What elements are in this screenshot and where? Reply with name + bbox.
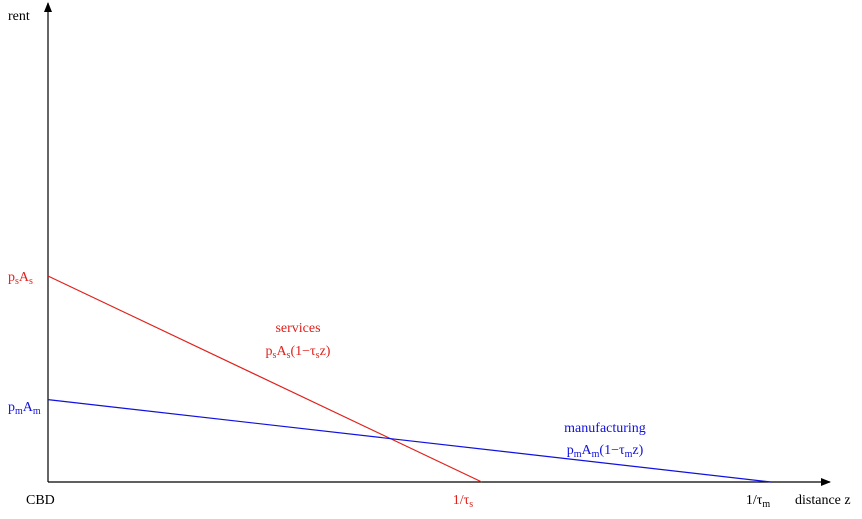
series-formula-manufacturing: pmAm(1−τmz): [567, 443, 644, 460]
zero-label-manufacturing: 1/τm: [746, 493, 771, 510]
y-axis-label: rent: [8, 9, 30, 24]
zero-label-services: 1/τs: [453, 493, 474, 510]
series-layer: services psAs(1−τsz) psAs 1/τs manufacturing…: [8, 270, 772, 510]
series-name-manufacturing: manufacturing: [564, 421, 646, 436]
intercept-label-services: psAs: [8, 270, 33, 287]
origin-label: CBD: [26, 493, 55, 508]
x-axis-label: distance z: [795, 493, 851, 508]
intercept-label-manufacturing: pmAm: [8, 400, 41, 417]
series-line-manufacturing: [47, 399, 772, 483]
series-line-services: [47, 275, 483, 483]
series-formula-services: psAs(1−τsz): [266, 344, 331, 361]
series-name-services: services: [275, 321, 320, 336]
